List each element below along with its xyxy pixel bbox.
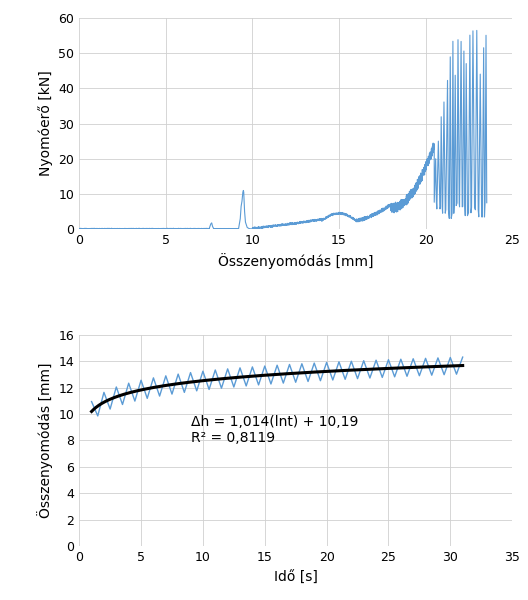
Y-axis label: Összenyomódás [mm]: Összenyomódás [mm]: [37, 362, 53, 518]
X-axis label: Összenyomódás [mm]: Összenyomódás [mm]: [218, 253, 373, 269]
Y-axis label: Nyomóerő [kN]: Nyomóerő [kN]: [38, 71, 53, 176]
Text: Δh = 1,014(lnt) + 10,19
R² = 0,8119: Δh = 1,014(lnt) + 10,19 R² = 0,8119: [191, 415, 358, 445]
X-axis label: Idő [s]: Idő [s]: [274, 569, 318, 583]
